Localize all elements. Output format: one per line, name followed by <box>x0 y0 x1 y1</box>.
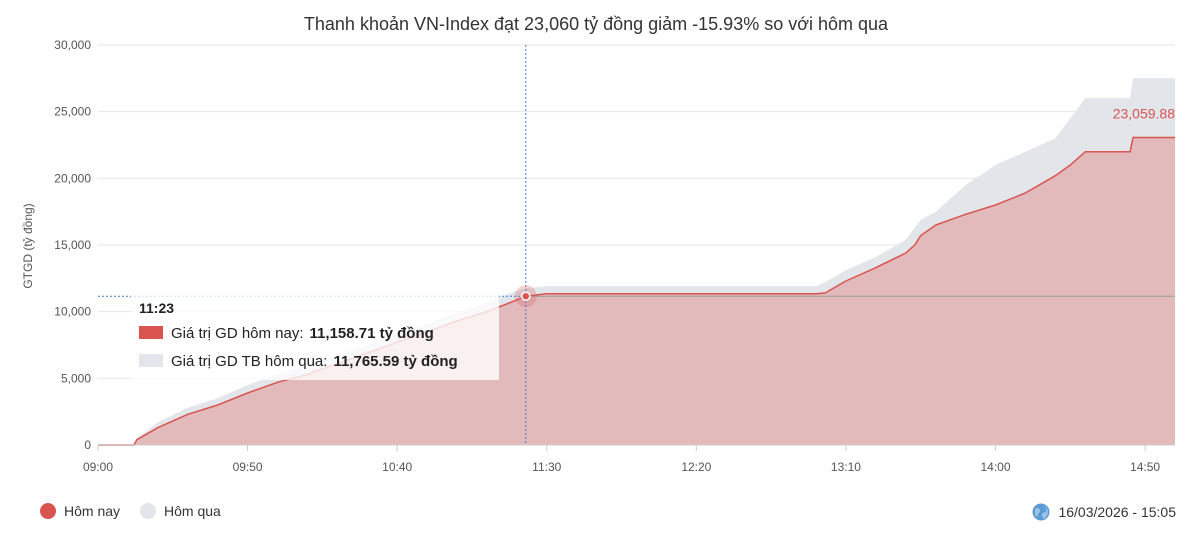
tooltip-swatch-today <box>139 326 163 339</box>
legend-item-today[interactable]: Hôm nay <box>40 503 120 519</box>
x-tick-label: 10:40 <box>382 460 412 474</box>
timestamp: 16/03/2026 - 15:05 <box>1032 503 1176 521</box>
x-tick-label: 14:00 <box>980 460 1010 474</box>
tooltip-value-today: 11,158.71 tỷ đồng <box>309 325 434 342</box>
timestamp-text: 16/03/2026 - 15:05 <box>1058 504 1176 520</box>
legend: Hôm nay Hôm qua <box>40 503 221 519</box>
last-value-label: 23,059.88 <box>1113 106 1175 122</box>
y-tick-label: 30,000 <box>54 38 91 52</box>
legend-dot-yesterday <box>140 503 157 519</box>
tooltip-row-yesterday: Giá trị GD TB hôm qua: 11,765.59 tỷ đồng <box>139 353 458 370</box>
tooltip-swatch-yesterday <box>139 354 163 367</box>
legend-label-today: Hôm nay <box>64 503 121 519</box>
series-areas <box>98 78 1175 446</box>
tooltip-value-yesterday: 11,765.59 tỷ đồng <box>333 353 458 370</box>
y-tick-label: 25,000 <box>54 105 91 119</box>
y-tick-label: 15,000 <box>54 238 91 252</box>
line-today <box>98 136 1175 446</box>
tooltip-time: 11:23 <box>139 300 175 316</box>
tooltip-row-today: Giá trị GD hôm nay: 11,158.71 tỷ đồng <box>139 325 434 342</box>
y-tick-label: 0 <box>84 438 91 452</box>
x-tick-label: 14:50 <box>1130 460 1160 474</box>
y-axis-ticks: 0 5,000 10,000 15,000 20,000 25,000 30,000 <box>54 38 91 452</box>
x-tick-label: 09:50 <box>233 460 263 474</box>
tooltip-label-today: Giá trị GD hôm nay: <box>171 325 304 342</box>
y-tick-label: 5,000 <box>61 371 91 385</box>
hover-point <box>521 291 531 301</box>
x-tick-label: 09:00 <box>83 460 113 474</box>
x-tick-label: 13:10 <box>831 460 861 474</box>
x-tick-label: 12:20 <box>681 460 711 474</box>
y-axis-label: GTGD (tỷ đồng) <box>21 203 35 288</box>
tooltip: 11:23 Giá trị GD hôm nay: 11,158.71 tỷ đồ… <box>131 292 499 380</box>
chart-title: Thanh khoản VN-Index đạt 23,060 tỷ đồng … <box>304 14 889 34</box>
legend-item-yesterday[interactable]: Hôm qua <box>140 503 221 519</box>
legend-label-yesterday: Hôm qua <box>164 503 221 519</box>
legend-dot-today <box>40 503 56 519</box>
x-tick-label: 11:30 <box>532 460 561 474</box>
tooltip-label-yesterday: Giá trị GD TB hôm qua: <box>171 353 328 370</box>
x-axis-ticks: 09:00 09:50 10:40 11:30 12:20 13:10 14:00 14:50 <box>83 444 1175 474</box>
y-tick-label: 10,000 <box>54 305 91 319</box>
globe-icon <box>1032 503 1050 521</box>
y-tick-label: 20,000 <box>54 171 91 185</box>
